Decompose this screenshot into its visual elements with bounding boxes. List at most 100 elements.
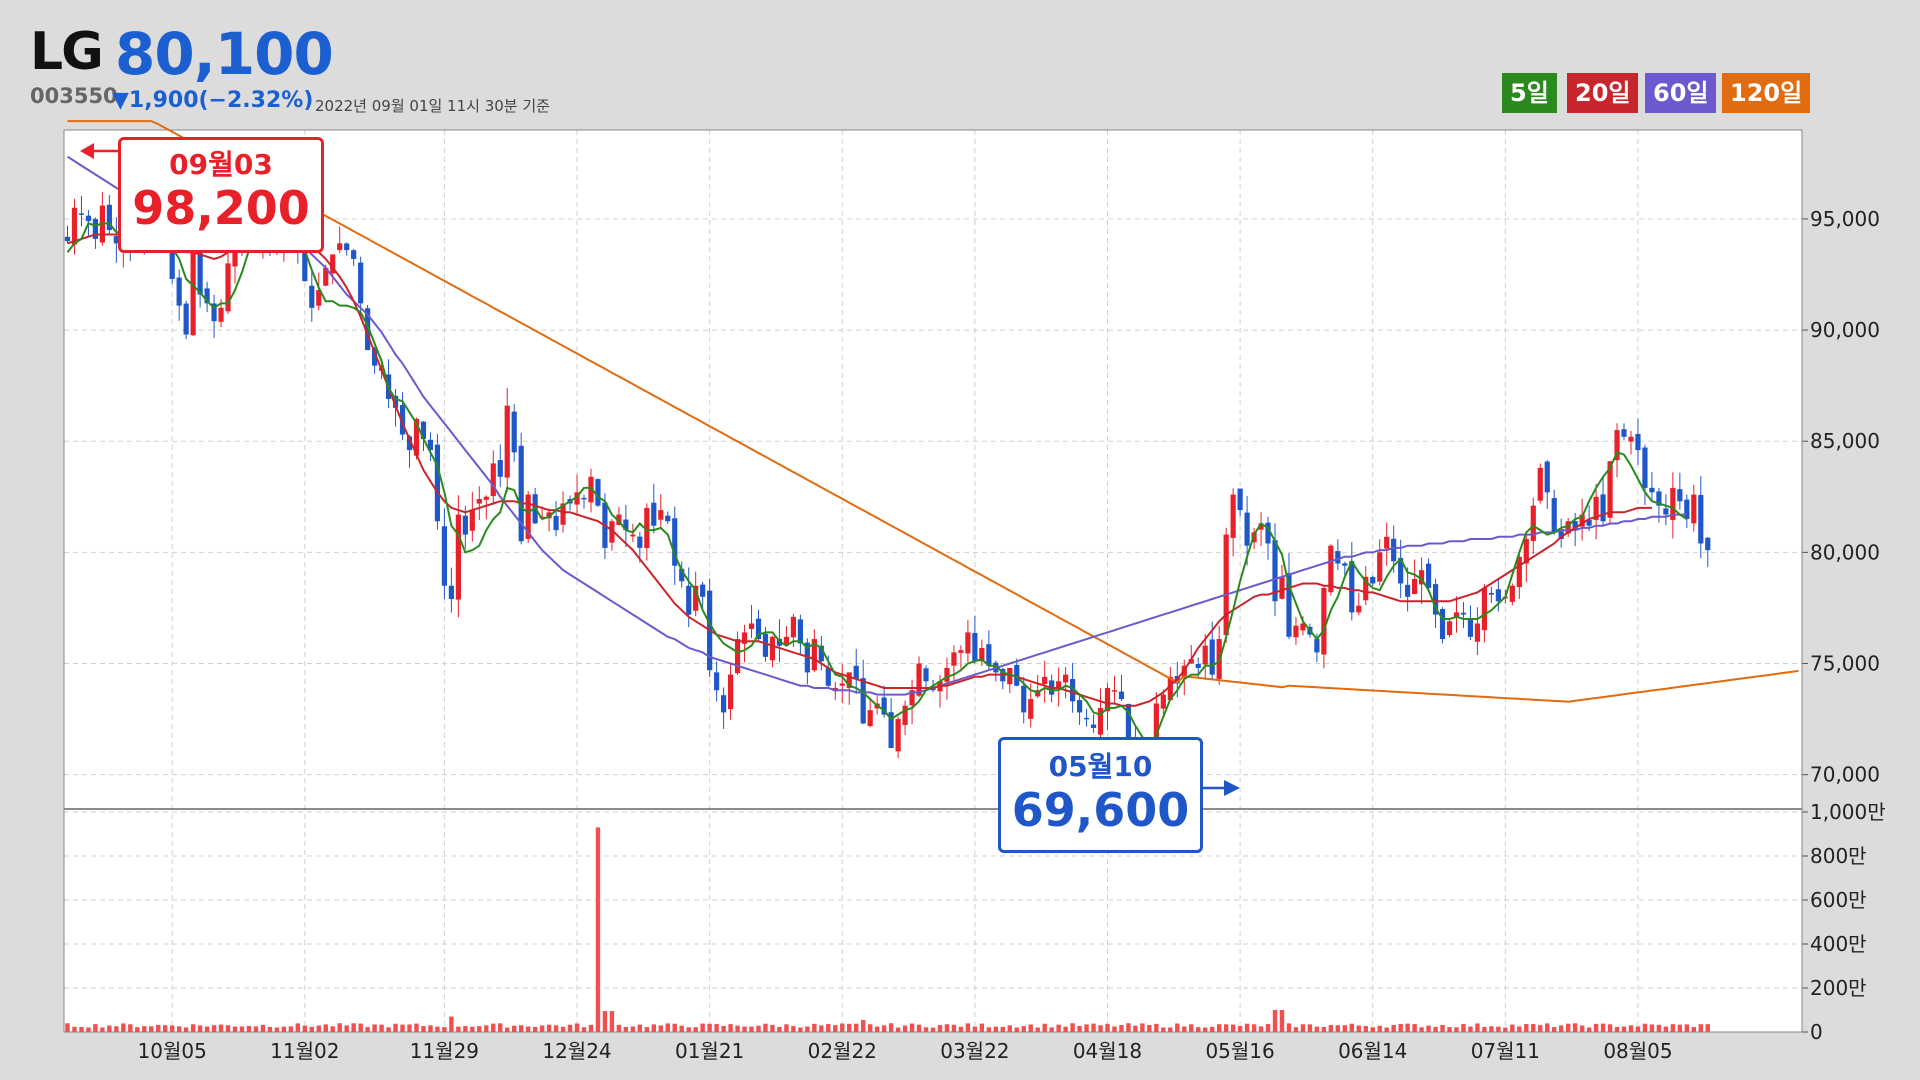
volume-bar [1196,1027,1201,1032]
candle-body [190,245,196,336]
volume-bar [665,1023,670,1032]
volume-bar [176,1026,182,1032]
candle-body [1586,519,1592,526]
candle-body [176,277,182,306]
candle-body [972,632,978,662]
candle-body [1481,587,1488,631]
high-arrow-head [80,143,94,159]
stock-code: 003550 [30,84,118,108]
x-tick-label: 12월24 [542,1039,611,1063]
volume-tick-label: 0 [1810,1020,1823,1044]
volume-bar [163,1025,168,1032]
candle-body [1007,667,1013,685]
volume-bar [1482,1026,1487,1032]
volume-bar [902,1025,908,1032]
volume-bar [330,1026,335,1032]
volume-bar [1070,1023,1075,1032]
volume-tick-label: 1,000만 [1810,800,1886,824]
volume-bar [93,1024,98,1032]
volume-bar [1342,1025,1348,1032]
volume-bar [1607,1024,1613,1032]
candle-body [853,665,859,680]
legend-ma120[interactable]: 120일 [1722,73,1811,113]
volume-bar [1691,1027,1697,1032]
volume-bar [951,1024,957,1032]
candle-body [1460,612,1467,615]
volume-bar [302,1025,308,1032]
volume-bar [1614,1026,1620,1032]
volume-bar [819,1025,824,1032]
legend-ma20[interactable]: 20일 [1567,73,1639,113]
candle-body [448,585,454,600]
volume-bar [958,1026,964,1032]
volume-bar [1244,1023,1250,1032]
volume-bar [1328,1025,1334,1032]
candle-body [721,695,727,713]
volume-bar [812,1023,817,1032]
candle-body [525,494,531,539]
volume-bar [1496,1026,1501,1032]
volume-bar [826,1023,831,1032]
volume-bar [1642,1023,1648,1032]
candle-body [727,674,734,710]
volume-bar [1133,1025,1138,1032]
candle-body [1209,639,1215,675]
x-tick-label: 06월14 [1338,1039,1407,1063]
candle-body [546,512,552,519]
ma120-line [67,120,1799,703]
candle-body [232,243,238,267]
volume-bar [1440,1024,1445,1032]
candle-body [1223,534,1229,636]
candle-body [1593,496,1599,520]
volume-bar [602,1011,608,1032]
volume-bar [700,1023,705,1032]
volume-bar [1056,1024,1061,1032]
candle-body [351,250,357,259]
current-price: 80,100 [115,20,334,88]
volume-bar [1223,1024,1229,1032]
candle-body [372,348,378,366]
volume-bar [1286,1023,1292,1032]
volume-bar [1098,1025,1103,1032]
high-callout-value: 98,200 [132,181,310,235]
volume-bar [1265,1024,1271,1032]
volume-bar [728,1024,733,1032]
volume-bar [1203,1027,1208,1032]
price-tick-label: 80,000 [1810,540,1880,564]
candle-body [672,518,678,566]
candle-body [734,639,741,674]
volume-bar [142,1026,147,1032]
volume-bar [651,1024,657,1032]
candle-body [1076,700,1083,713]
legend-ma5[interactable]: 5일 [1502,73,1557,113]
volume-bar [784,1024,789,1032]
candle-body [616,514,622,525]
candle-body [951,652,957,666]
candle-body [1279,576,1285,599]
candle-body [958,650,964,653]
volume-bar [714,1023,719,1032]
candle-body [1042,676,1048,684]
candle-body [78,213,85,215]
candle-body [1467,620,1474,637]
volume-bar [114,1026,119,1032]
candle-body [686,585,692,615]
volume-bar [107,1025,112,1032]
candle-body [755,618,762,640]
candle-body [1244,512,1250,546]
volume-bar [1461,1023,1466,1032]
candle-body [197,246,203,295]
candle-body [1642,447,1648,488]
volume-bar [379,1024,384,1032]
legend-ma60[interactable]: 60일 [1645,73,1717,113]
candle-body [1677,489,1683,502]
volume-bar [442,1027,447,1032]
candle-body [1069,679,1076,702]
volume-bar [386,1027,391,1032]
volume-tick-label: 800만 [1810,844,1867,868]
volume-bar [1182,1026,1187,1032]
volume-tick-label: 400만 [1810,932,1867,956]
volume-bar [1175,1023,1180,1032]
volume-bar [1216,1024,1222,1032]
volume-bar [972,1026,978,1032]
